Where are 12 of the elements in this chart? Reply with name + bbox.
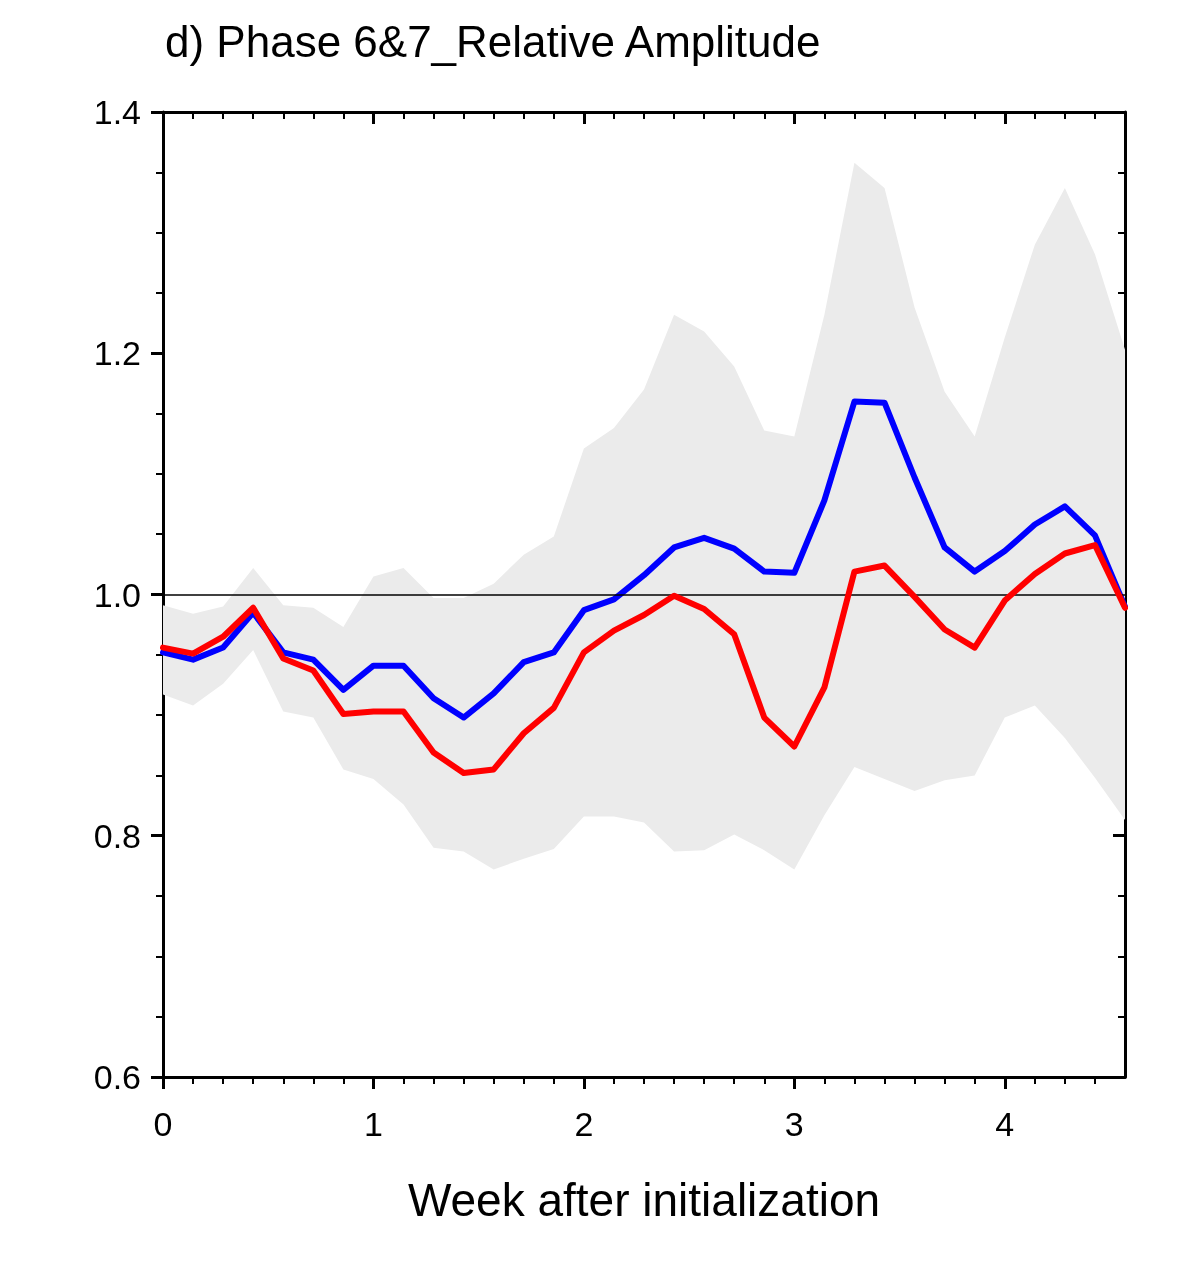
x-tick-label: 1 xyxy=(363,1105,383,1143)
y-tick-label: 0.6 xyxy=(93,1058,141,1096)
x-tick-label: 4 xyxy=(995,1105,1015,1143)
x-tick-label: 2 xyxy=(574,1105,594,1143)
y-tick-label: 0.8 xyxy=(93,816,141,855)
x-axis-title: Week after initialization xyxy=(407,1174,881,1226)
x-tick-label: 0 xyxy=(153,1105,173,1143)
y-tick-label: 1.2 xyxy=(93,334,141,373)
chart-title: d) Phase 6&7_Relative Amplitude xyxy=(165,16,821,66)
y-tick-label: 1.4 xyxy=(93,93,141,131)
y-tick-label: 1.0 xyxy=(93,575,141,614)
x-tick-label: 3 xyxy=(784,1105,804,1143)
